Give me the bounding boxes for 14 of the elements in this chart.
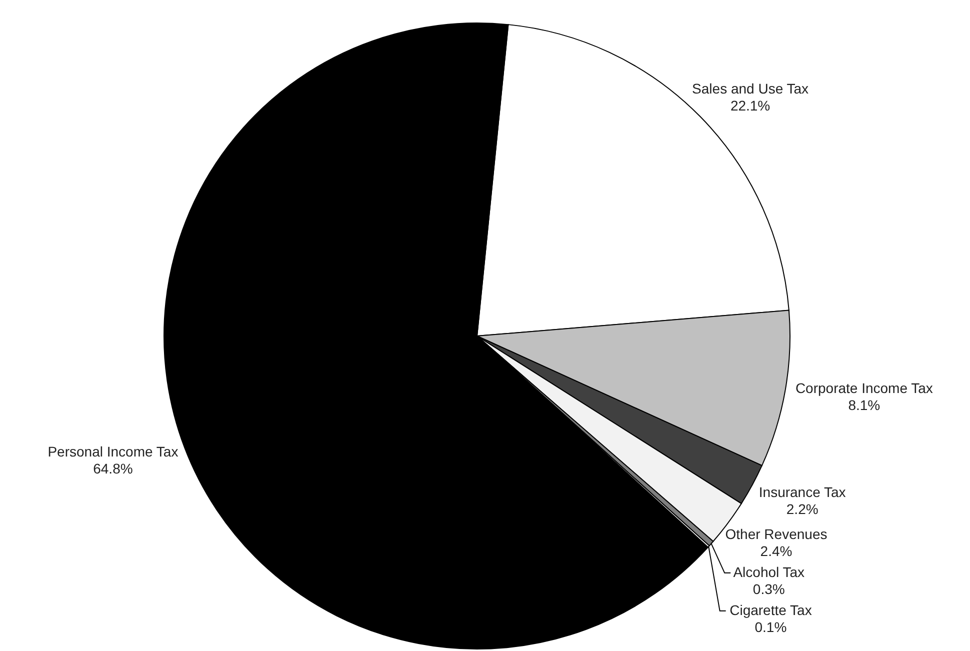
data-label: 2.2% [786, 501, 818, 518]
data-label: 8.1% [848, 396, 880, 413]
slice-label: Other Revenues [725, 526, 828, 542]
slice-label: Cigarette Tax [730, 602, 812, 618]
slice-label: Sales and Use Tax [692, 80, 809, 97]
data-label: 22.1% [730, 98, 770, 114]
slice-label: Personal Income Tax [48, 443, 178, 460]
data-label: 64.8% [93, 460, 133, 476]
data-label: 0.3% [752, 580, 785, 597]
slice-label: Alcohol Tax [733, 564, 805, 580]
data-label: 2.4% [760, 542, 792, 559]
slice-label: Insurance Tax [758, 484, 846, 500]
slice-label: Corporate Income Tax [795, 380, 933, 396]
data-label: 0.1% [754, 618, 787, 635]
